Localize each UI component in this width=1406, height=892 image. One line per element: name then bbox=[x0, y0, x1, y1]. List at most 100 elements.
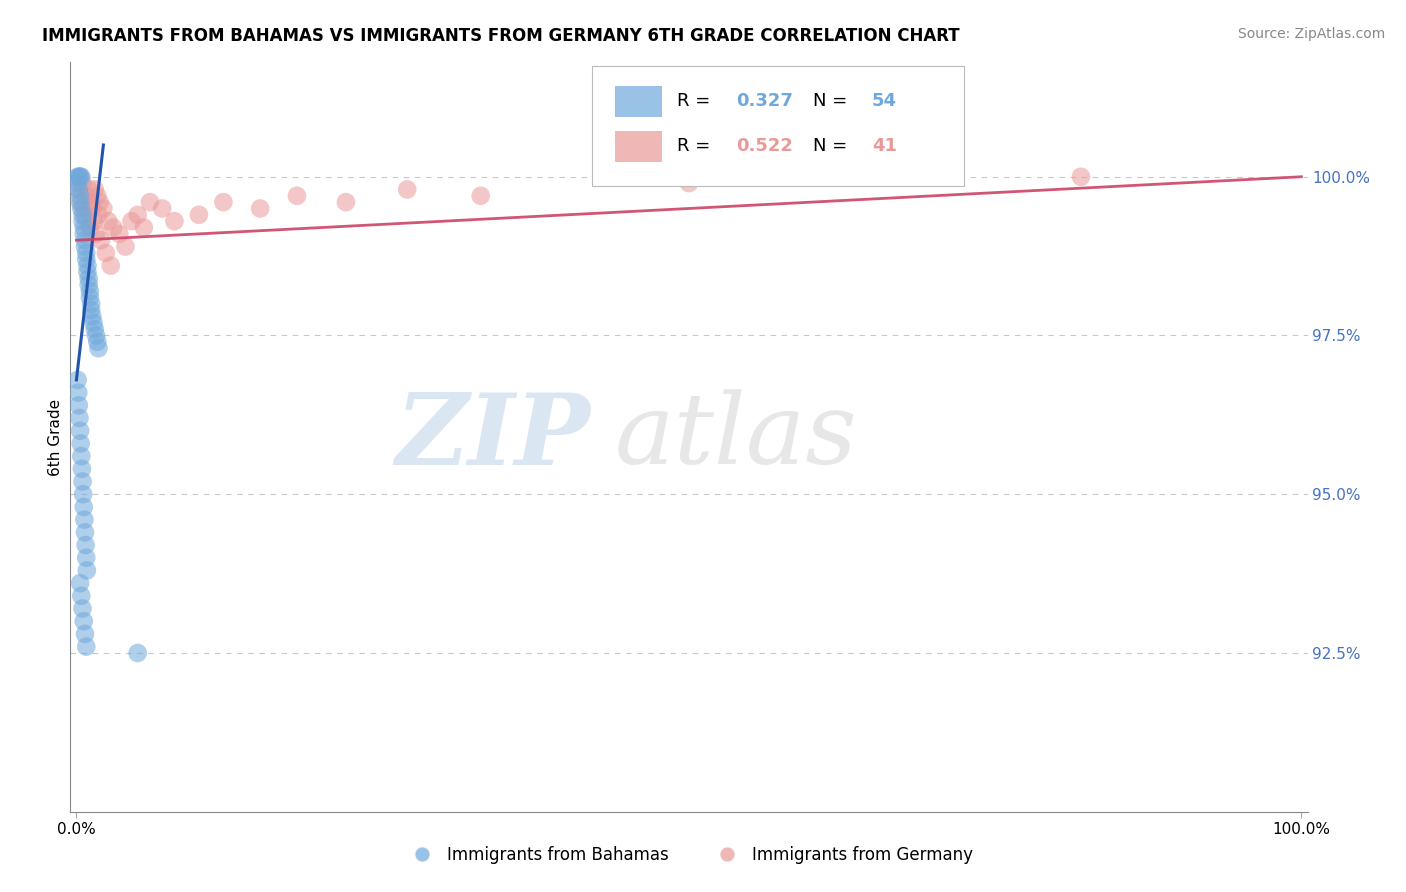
Immigrants from Bahamas bbox=[70, 449, 93, 463]
Text: 54: 54 bbox=[872, 93, 897, 111]
Immigrants from Germany bbox=[73, 208, 96, 222]
Immigrants from Bahamas bbox=[86, 334, 108, 349]
Immigrants from Germany bbox=[83, 214, 105, 228]
Immigrants from Bahamas bbox=[73, 239, 96, 253]
Immigrants from Bahamas bbox=[79, 290, 101, 304]
Immigrants from Bahamas bbox=[83, 316, 105, 330]
Text: R =: R = bbox=[676, 137, 716, 155]
Immigrants from Bahamas bbox=[75, 252, 97, 267]
Immigrants from Germany bbox=[139, 195, 162, 210]
Immigrants from Germany bbox=[335, 195, 357, 210]
Immigrants from Germany bbox=[285, 188, 308, 202]
Y-axis label: 6th Grade: 6th Grade bbox=[48, 399, 63, 475]
Text: 0.522: 0.522 bbox=[735, 137, 793, 155]
Immigrants from Germany bbox=[94, 246, 117, 260]
Immigrants from Germany bbox=[87, 208, 110, 222]
Immigrants from Germany bbox=[187, 208, 209, 222]
Immigrants from Bahamas bbox=[73, 500, 96, 514]
Immigrants from Bahamas bbox=[69, 188, 91, 202]
Immigrants from Bahamas bbox=[73, 233, 96, 247]
Immigrants from Bahamas bbox=[73, 513, 96, 527]
Immigrants from Germany bbox=[678, 176, 700, 190]
Immigrants from Bahamas bbox=[67, 385, 90, 400]
Immigrants from Germany bbox=[73, 202, 96, 216]
Immigrants from Bahamas bbox=[69, 411, 91, 425]
Immigrants from Bahamas bbox=[76, 259, 98, 273]
Immigrants from Germany bbox=[396, 182, 419, 196]
Immigrants from Germany bbox=[77, 182, 100, 196]
Immigrants from Bahamas bbox=[77, 271, 100, 285]
Text: Source: ZipAtlas.com: Source: ZipAtlas.com bbox=[1237, 27, 1385, 41]
Immigrants from Germany bbox=[86, 188, 108, 202]
FancyBboxPatch shape bbox=[614, 86, 662, 117]
Immigrants from Bahamas bbox=[73, 614, 96, 628]
Immigrants from Germany bbox=[72, 176, 94, 190]
Immigrants from Germany bbox=[93, 202, 115, 216]
Immigrants from Bahamas bbox=[87, 341, 110, 355]
Immigrants from Bahamas bbox=[127, 646, 149, 660]
Immigrants from Bahamas bbox=[70, 462, 93, 476]
Immigrants from Bahamas bbox=[82, 310, 104, 324]
Text: ZIP: ZIP bbox=[395, 389, 591, 485]
Text: N =: N = bbox=[813, 137, 852, 155]
Immigrants from Germany bbox=[89, 195, 111, 210]
Immigrants from Bahamas bbox=[70, 202, 93, 216]
Immigrants from Germany bbox=[83, 182, 105, 196]
Immigrants from Germany bbox=[470, 188, 492, 202]
Immigrants from Bahamas bbox=[73, 525, 96, 540]
Immigrants from Bahamas bbox=[67, 169, 90, 184]
Immigrants from Germany bbox=[1070, 169, 1092, 184]
Immigrants from Germany bbox=[101, 220, 124, 235]
Text: IMMIGRANTS FROM BAHAMAS VS IMMIGRANTS FROM GERMANY 6TH GRADE CORRELATION CHART: IMMIGRANTS FROM BAHAMAS VS IMMIGRANTS FR… bbox=[42, 27, 960, 45]
Immigrants from Germany bbox=[79, 220, 101, 235]
Immigrants from Germany bbox=[108, 227, 131, 241]
Immigrants from Bahamas bbox=[80, 297, 103, 311]
Immigrants from Germany bbox=[97, 214, 120, 228]
Immigrants from Bahamas bbox=[66, 169, 89, 184]
Immigrants from Bahamas bbox=[66, 373, 89, 387]
Immigrants from Bahamas bbox=[75, 550, 97, 565]
Immigrants from Bahamas bbox=[67, 182, 90, 196]
Text: 0.327: 0.327 bbox=[735, 93, 793, 111]
Immigrants from Bahamas bbox=[83, 322, 105, 336]
Immigrants from Germany bbox=[114, 239, 136, 253]
Immigrants from Bahamas bbox=[72, 487, 94, 501]
Immigrants from Germany bbox=[76, 214, 98, 228]
Immigrants from Germany bbox=[132, 220, 155, 235]
FancyBboxPatch shape bbox=[592, 66, 963, 186]
Immigrants from Bahamas bbox=[67, 398, 90, 412]
Legend: Immigrants from Bahamas, Immigrants from Germany: Immigrants from Bahamas, Immigrants from… bbox=[398, 839, 980, 871]
Text: R =: R = bbox=[676, 93, 716, 111]
Immigrants from Germany bbox=[82, 202, 104, 216]
Immigrants from Bahamas bbox=[73, 227, 96, 241]
Immigrants from Bahamas bbox=[73, 220, 96, 235]
Immigrants from Bahamas bbox=[69, 576, 91, 591]
Immigrants from Germany bbox=[163, 214, 186, 228]
Immigrants from Germany bbox=[121, 214, 143, 228]
Immigrants from Germany bbox=[80, 195, 103, 210]
Immigrants from Bahamas bbox=[69, 195, 91, 210]
Immigrants from Germany bbox=[69, 169, 91, 184]
Immigrants from Bahamas bbox=[66, 176, 89, 190]
Immigrants from Bahamas bbox=[72, 214, 94, 228]
Immigrants from Germany bbox=[150, 202, 173, 216]
Immigrants from Germany bbox=[100, 259, 122, 273]
Immigrants from Germany bbox=[90, 233, 112, 247]
Immigrants from Bahamas bbox=[70, 589, 93, 603]
FancyBboxPatch shape bbox=[614, 130, 662, 162]
Immigrants from Bahamas bbox=[75, 246, 97, 260]
Immigrants from Bahamas bbox=[77, 277, 100, 292]
Immigrants from Bahamas bbox=[75, 538, 97, 552]
Immigrants from Bahamas bbox=[79, 284, 101, 298]
Text: 41: 41 bbox=[872, 137, 897, 155]
Immigrants from Bahamas bbox=[72, 208, 94, 222]
Immigrants from Germany bbox=[249, 202, 271, 216]
Immigrants from Bahamas bbox=[76, 563, 98, 577]
Immigrants from Bahamas bbox=[69, 436, 91, 450]
Immigrants from Bahamas bbox=[73, 627, 96, 641]
Immigrants from Bahamas bbox=[69, 169, 91, 184]
Text: N =: N = bbox=[813, 93, 852, 111]
Immigrants from Bahamas bbox=[75, 640, 97, 654]
Immigrants from Germany bbox=[75, 188, 97, 202]
Immigrants from Bahamas bbox=[76, 265, 98, 279]
